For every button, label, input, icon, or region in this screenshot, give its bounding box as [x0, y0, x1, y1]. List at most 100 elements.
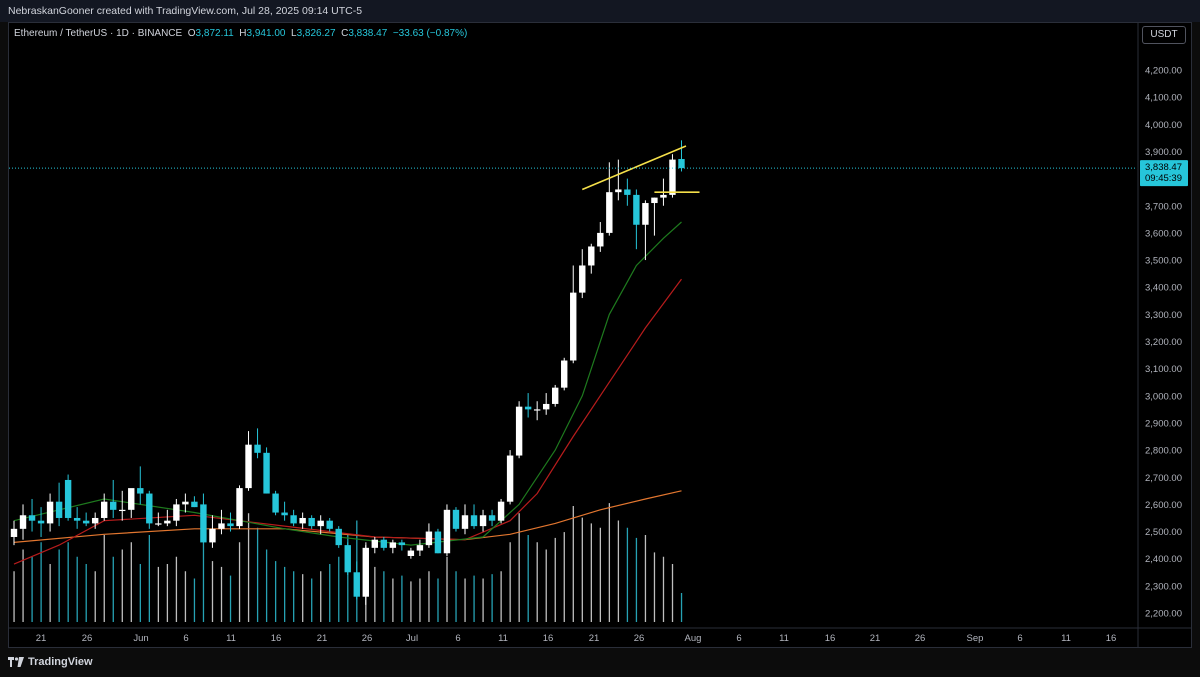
- last-price-countdown: 09:45:39: [1145, 173, 1182, 184]
- candle-body: [642, 203, 649, 225]
- time-tick-label: 21: [870, 633, 881, 644]
- time-tick-label: 16: [543, 633, 554, 644]
- time-tick-label: 21: [317, 633, 328, 644]
- price-tick-label: 3,300.00: [1145, 310, 1182, 321]
- time-tick-label: 16: [825, 633, 836, 644]
- candle-body: [10, 528, 18, 537]
- candle-body: [615, 189, 622, 193]
- candle-body: [380, 539, 388, 548]
- time-tick-label: 16: [1106, 633, 1117, 644]
- footer-bar: TradingView: [0, 650, 1200, 677]
- time-tick-label: Sep: [967, 633, 984, 644]
- candle-body: [245, 444, 252, 489]
- candle-body: [281, 512, 288, 516]
- time-tick-label: 16: [271, 633, 282, 644]
- tradingview-logo-icon: [8, 657, 24, 667]
- volume-bar: [617, 520, 620, 622]
- volume-bar: [428, 571, 430, 622]
- candle-body: [37, 520, 45, 524]
- volume-bar: [22, 549, 24, 622]
- candle-body: [588, 246, 595, 266]
- candle-body: [552, 387, 559, 404]
- tradingview-logo[interactable]: TradingView: [8, 656, 93, 668]
- price-tick-label: 2,700.00: [1145, 473, 1182, 484]
- price-tick-label: 3,200.00: [1145, 337, 1182, 348]
- price-tick-label: 4,100.00: [1145, 93, 1182, 104]
- time-tick-label: 21: [589, 633, 600, 644]
- candle-body: [470, 515, 478, 527]
- legend-symbol[interactable]: Ethereum / TetherUS · 1D · BINANCE: [14, 28, 183, 39]
- candle-body: [290, 515, 297, 524]
- price-tick-label: 3,400.00: [1145, 283, 1182, 294]
- volume-bar: [157, 566, 160, 622]
- volume-bar: [293, 571, 295, 622]
- candle-body: [200, 504, 207, 543]
- candle-body: [660, 194, 667, 198]
- candle-body: [227, 523, 234, 527]
- volume-bar: [121, 549, 123, 622]
- candle-body: [561, 360, 568, 388]
- price-tick-label: 2,300.00: [1145, 581, 1182, 592]
- candle-body: [308, 517, 315, 527]
- volume-bar: [401, 575, 403, 622]
- volume-bar: [608, 503, 611, 622]
- volume-bar: [220, 566, 223, 622]
- volume-bar: [112, 556, 114, 622]
- volume-bar: [103, 535, 105, 622]
- volume-bar: [671, 564, 674, 622]
- candle-body: [46, 501, 54, 524]
- candle-body: [416, 545, 424, 551]
- time-tick-label: 11: [1061, 633, 1071, 644]
- time-tick-label: Jul: [406, 633, 418, 644]
- legend-high-label: H: [239, 28, 247, 39]
- candle-body: [155, 523, 162, 525]
- volume-bar: [491, 574, 493, 622]
- volume-bar: [437, 578, 439, 622]
- candle-body: [542, 403, 550, 410]
- candle-body: [425, 531, 433, 546]
- volume-bar: [49, 564, 51, 622]
- time-tick-label: 11: [779, 633, 789, 644]
- volume-bar: [238, 542, 241, 622]
- candle-body: [209, 528, 216, 543]
- candle-body: [407, 550, 415, 556]
- volume-bar: [139, 564, 141, 622]
- candle-body: [669, 159, 676, 195]
- volume-bar: [536, 542, 538, 622]
- candle-body: [137, 488, 144, 494]
- candle-body: [335, 528, 342, 546]
- volume-bar: [581, 517, 583, 622]
- volume-bar: [302, 574, 304, 622]
- candle-body: [479, 515, 487, 527]
- candle-body: [191, 501, 198, 508]
- price-tick-label: 3,900.00: [1145, 147, 1182, 158]
- volume-bar: [527, 535, 529, 622]
- currency-button[interactable]: USDT: [1142, 26, 1186, 44]
- volume-bar: [572, 506, 574, 622]
- candle-body: [506, 455, 514, 502]
- price-tick-label: 2,500.00: [1145, 527, 1182, 538]
- volume-bar: [500, 571, 502, 622]
- chart-legend: Ethereum / TetherUS · 1D · BINANCE O3,87…: [14, 28, 467, 39]
- volume-bar: [599, 527, 601, 622]
- volume-bar: [202, 535, 205, 622]
- candle-body: [101, 501, 108, 518]
- time-tick-label: 6: [183, 633, 188, 644]
- volume-bar: [67, 542, 69, 622]
- legend-high: 3,941.00: [246, 28, 286, 39]
- volume-bar: [473, 575, 475, 622]
- candle-body: [497, 501, 505, 521]
- volume-bar: [166, 564, 169, 622]
- candle-body: [597, 232, 604, 247]
- volume-bar: [419, 578, 421, 622]
- time-tick-label: 6: [736, 633, 741, 644]
- volume-bar: [311, 578, 313, 622]
- candle-body: [272, 493, 279, 513]
- price-tick-label: 4,200.00: [1145, 66, 1182, 77]
- volume-bar: [265, 549, 268, 622]
- candle-body: [28, 515, 36, 521]
- candle-body: [633, 194, 640, 225]
- candle-body: [19, 515, 27, 529]
- candle-body: [515, 406, 523, 456]
